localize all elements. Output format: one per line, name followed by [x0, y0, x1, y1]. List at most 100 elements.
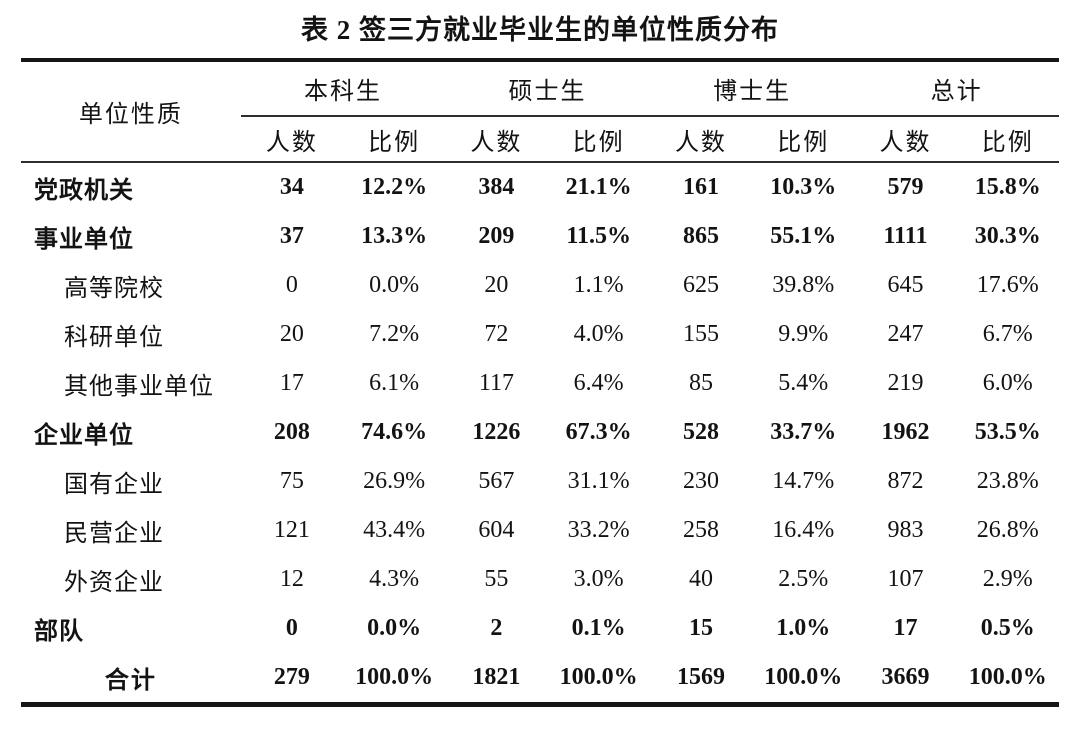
cell: 53.5% [974, 419, 1041, 445]
cell: 67.3% [565, 419, 632, 445]
table-row-total: 合计 279 100.0% 1821 100.0% 1569 100.0% 36… [21, 653, 1059, 705]
cell: 3669 [881, 664, 930, 690]
cell: 6.7% [982, 321, 1033, 347]
row-label: 党政机关 [34, 178, 134, 204]
table-title: 表 2 签三方就业毕业生的单位性质分布 [301, 15, 779, 45]
cell: 872 [887, 468, 924, 494]
cell: 0.5% [980, 615, 1035, 641]
cell: 6.1% [369, 370, 420, 396]
table-row: 外资企业 12 4.3% 55 3.0% 40 2.5% 107 2.9% [21, 555, 1059, 604]
cell: 55 [484, 566, 509, 592]
cell: 33.7% [770, 419, 837, 445]
cell: 247 [887, 321, 924, 347]
cell: 16.4% [772, 517, 835, 543]
cell: 20 [484, 272, 509, 298]
cell: 230 [682, 468, 719, 494]
cell: 117 [478, 370, 514, 396]
cell: 17 [893, 615, 918, 641]
cell: 10.3% [770, 174, 837, 200]
cell: 384 [478, 174, 515, 200]
cell: 258 [682, 517, 719, 543]
subheader-count: 人数 [854, 116, 957, 163]
cell: 1.1% [573, 272, 624, 298]
row-label: 民营企业 [64, 521, 164, 547]
group-header-total: 总计 [854, 60, 1059, 117]
cell: 12 [279, 566, 304, 592]
cell: 645 [887, 272, 924, 298]
cell: 567 [478, 468, 515, 494]
row-label: 其他事业单位 [64, 374, 214, 400]
group-header-master: 硕士生 [445, 60, 650, 117]
cell: 121 [273, 517, 310, 543]
cell: 983 [887, 517, 924, 543]
cell: 39.8% [772, 272, 835, 298]
row-label: 合计 [104, 668, 157, 694]
row-label: 部队 [34, 619, 84, 645]
cell: 17 [279, 370, 304, 396]
cell: 74.6% [361, 419, 428, 445]
cell: 40 [688, 566, 713, 592]
subheader-count: 人数 [649, 116, 753, 163]
cell: 13.3% [361, 223, 428, 249]
cell: 209 [478, 223, 515, 249]
cell: 865 [682, 223, 719, 249]
cell: 219 [887, 370, 924, 396]
cell: 100.0% [764, 664, 843, 690]
cell: 1821 [472, 664, 521, 690]
cell: 528 [682, 419, 719, 445]
cell: 34 [279, 174, 304, 200]
cell: 9.9% [778, 321, 829, 347]
column-header-unit-nature: 单位性质 [21, 60, 241, 163]
cell: 7.2% [369, 321, 420, 347]
cell: 72 [484, 321, 509, 347]
cell: 155 [682, 321, 719, 347]
table-row: 党政机关 34 12.2% 384 21.1% 161 10.3% 579 15… [21, 162, 1059, 212]
cell: 2.5% [778, 566, 829, 592]
cell: 30.3% [974, 223, 1041, 249]
cell: 5.4% [778, 370, 829, 396]
table-row: 部队 0 0.0% 2 0.1% 15 1.0% 17 0.5% [21, 604, 1059, 653]
cell: 0 [285, 272, 298, 298]
cell: 1111 [883, 223, 928, 249]
cell: 11.5% [566, 223, 632, 249]
subheader-ratio: 比例 [956, 116, 1059, 163]
cell: 0.0% [367, 615, 422, 641]
table-row: 民营企业 121 43.4% 604 33.2% 258 16.4% 983 2… [21, 506, 1059, 555]
cell: 2 [490, 615, 503, 641]
cell: 12.2% [361, 174, 428, 200]
table-row: 企业单位 208 74.6% 1226 67.3% 528 33.7% 1962… [21, 408, 1059, 457]
cell: 31.1% [567, 468, 630, 494]
cell: 20 [279, 321, 304, 347]
cell: 37 [279, 223, 304, 249]
group-header-undergraduate: 本科生 [240, 60, 446, 117]
cell: 23.8% [976, 468, 1039, 494]
cell: 100.0% [355, 664, 434, 690]
subheader-ratio: 比例 [752, 116, 855, 163]
cell: 6.4% [573, 370, 624, 396]
table-row: 事业单位 37 13.3% 209 11.5% 865 55.1% 1111 3… [21, 212, 1059, 261]
cell: 0.1% [571, 615, 626, 641]
cell: 625 [682, 272, 719, 298]
cell: 21.1% [565, 174, 632, 200]
cell: 15 [688, 615, 713, 641]
row-label: 科研单位 [64, 325, 164, 351]
cell: 279 [273, 664, 310, 690]
cell: 1226 [472, 419, 521, 445]
cell: 1.0% [776, 615, 831, 641]
cell: 6.0% [982, 370, 1033, 396]
cell: 1962 [881, 419, 930, 445]
cell: 0 [285, 615, 298, 641]
cell: 208 [273, 419, 310, 445]
subheader-count: 人数 [240, 116, 344, 163]
row-label: 高等院校 [64, 276, 164, 302]
table-body: 党政机关 34 12.2% 384 21.1% 161 10.3% 579 15… [21, 162, 1059, 705]
row-label: 外资企业 [64, 570, 164, 596]
row-label: 国有企业 [64, 472, 164, 498]
cell: 3.0% [573, 566, 624, 592]
cell: 107 [887, 566, 924, 592]
cell: 75 [279, 468, 304, 494]
cell: 15.8% [974, 174, 1041, 200]
cell: 604 [478, 517, 515, 543]
unit-nature-distribution-table: 单位性质 本科生 硕士生 博士生 总计 人数 比例 人数 比例 人数 比例 人数… [21, 58, 1059, 707]
